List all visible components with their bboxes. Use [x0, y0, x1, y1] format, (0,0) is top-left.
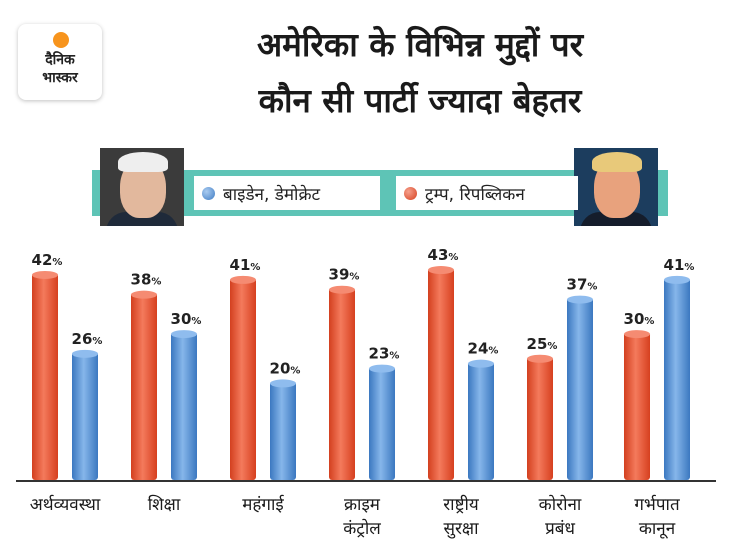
biden-bar-cap-0	[72, 349, 98, 358]
biden-value-label-5: 37%	[567, 276, 598, 294]
biden-bar-1	[171, 332, 197, 480]
logo-text-line2: भास्कर	[42, 70, 78, 86]
trump-bar-0	[32, 272, 58, 480]
biden-bar-4	[468, 361, 494, 480]
biden-bar-5	[567, 297, 593, 480]
biden-bar-cap-2	[270, 379, 296, 388]
biden-value-label-6: 41%	[664, 256, 695, 274]
trump-bar-6	[624, 332, 650, 480]
trump-bar-4	[428, 268, 454, 480]
trump-value-label-1: 38%	[131, 271, 162, 289]
trump-photo	[574, 148, 658, 226]
sun-logo-icon	[53, 32, 69, 48]
chart-title-line2: कौन सी पार्टी ज्यादा बेहतर	[258, 81, 582, 120]
biden-bar-cap-4	[468, 359, 494, 368]
category-label-5-line2: प्रबंध	[545, 519, 575, 539]
category-label-0: अर्थव्यवस्था	[30, 494, 101, 515]
trump-value-label-4: 43%	[428, 246, 459, 264]
category-label-6-line2: कानून	[639, 519, 676, 539]
trump-bar-cap-1	[131, 290, 157, 299]
legend-label-biden: बाइडेन, डेमोक्रेट	[223, 184, 321, 205]
trump-bar-cap-2	[230, 275, 256, 284]
category-label-3-line2: कंट्रोल	[343, 518, 381, 539]
chart-title-line1: अमेरिका के विभिन्न मुद्दों पर	[256, 25, 584, 64]
trump-value-label-3: 39%	[329, 266, 360, 284]
category-label-1: शिक्षा	[148, 494, 181, 515]
biden-bar-cap-3	[369, 364, 395, 373]
biden-value-label-4: 24%	[468, 340, 499, 358]
biden-bar-3	[369, 366, 395, 480]
legend-item-trump: ट्रम्प, रिपब्लिकन	[396, 176, 578, 210]
biden-bar-cap-1	[171, 330, 197, 339]
trump-bar-cap-3	[329, 285, 355, 294]
dainik-bhaskar-logo: दैनिक भास्कर	[18, 24, 102, 100]
trump-bar-5	[527, 356, 553, 480]
category-label-4-line2: सुरक्षा	[443, 519, 479, 539]
biden-bar-0	[72, 351, 98, 480]
biden-dot-icon	[202, 186, 215, 200]
trump-bar-2	[230, 277, 256, 480]
legend-item-biden: बाइडेन, डेमोक्रेट	[194, 176, 380, 210]
trump-value-label-6: 30%	[624, 310, 655, 328]
biden-value-label-1: 30%	[171, 310, 202, 328]
trump-dot-icon	[404, 186, 417, 200]
logo-text-line1: दैनिक	[45, 52, 75, 68]
biden-bar-6	[664, 277, 690, 480]
trump-bar-3	[329, 287, 355, 480]
trump-bar-cap-0	[32, 270, 58, 279]
trump-value-label-5: 25%	[527, 335, 558, 353]
trump-bar-1	[131, 292, 157, 480]
biden-value-label-2: 20%	[270, 359, 301, 377]
trump-value-label-2: 41%	[230, 256, 261, 274]
category-label-2: महंगाई	[242, 494, 285, 515]
biden-bar-cap-6	[664, 275, 690, 284]
category-label-6-line1: गर्भपात	[634, 494, 680, 515]
category-label-5-line1: कोरोना	[539, 494, 582, 515]
biden-bar-2	[270, 381, 296, 480]
trump-bar-cap-4	[428, 266, 454, 275]
biden-bar-cap-5	[567, 295, 593, 304]
trump-value-label-0: 42%	[32, 251, 63, 269]
trump-bar-cap-5	[527, 354, 553, 363]
biden-value-label-3: 23%	[369, 345, 400, 363]
legend-label-trump: ट्रम्प, रिपब्लिकन	[425, 184, 525, 205]
trump-bar-cap-6	[624, 330, 650, 339]
category-label-4-line1: राष्ट्रीय	[443, 494, 480, 515]
biden-photo	[100, 148, 184, 226]
category-label-3-line1: क्राइम	[344, 495, 381, 515]
biden-value-label-0: 26%	[72, 330, 103, 348]
